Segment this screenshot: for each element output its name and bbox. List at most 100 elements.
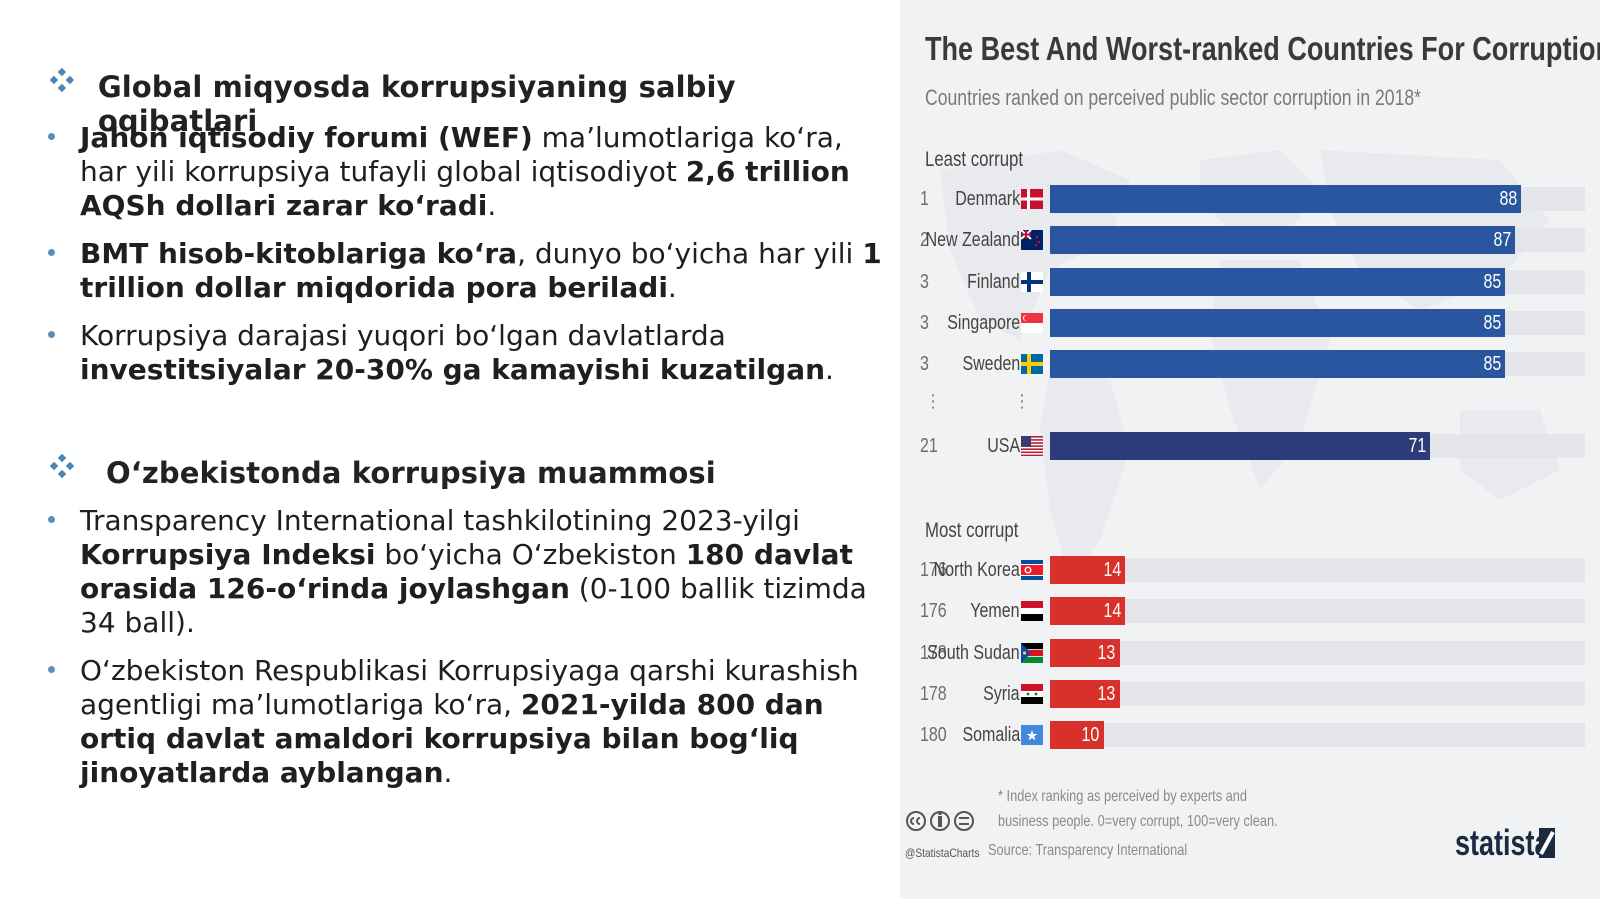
- country-label: North Korea: [933, 559, 1020, 581]
- chart-footnote: * Index ranking as perceived by experts …: [998, 784, 1278, 834]
- flag-somalia-icon: [1021, 725, 1043, 745]
- bullet-item: O‘zbekiston Respublikasi Korrupsiyaga qa…: [48, 654, 898, 790]
- bar-value-label: 10: [1081, 724, 1100, 746]
- bar: [1050, 680, 1120, 708]
- bullet-text: .: [443, 756, 453, 789]
- bar-value-label: 85: [1482, 312, 1501, 334]
- chart-row: 3 Finland 85: [900, 267, 1600, 297]
- bullet-text: (0-100 ballik tizimda 34 ball).: [80, 572, 867, 639]
- bullet-text: , dunyo bo‘yicha har yili: [517, 237, 863, 270]
- chart-subtitle: Countries ranked on perceived public sec…: [925, 85, 1422, 110]
- corruption-chart: The Best And Worst-ranked Countries For …: [900, 0, 1600, 899]
- country-label: USA: [987, 435, 1020, 457]
- rank-label: 3: [920, 353, 929, 375]
- creative-commons-icon: [906, 811, 974, 831]
- bullet-text-bold: Jahon iqtisodiy forumi (WEF): [80, 121, 533, 154]
- group-label-most-corrupt: Most corrupt: [925, 519, 1019, 542]
- bar-value-label: 85: [1482, 353, 1501, 375]
- bullet-text: .: [825, 353, 834, 386]
- bullet-text-bold: 2021-yilda 800 dan ortiq davlat amaldori…: [80, 688, 824, 789]
- statista-handle: @StatistaCharts: [905, 846, 980, 860]
- flag-new-zealand-icon: [1021, 230, 1043, 250]
- bullet-item: BMT hisob-kitoblariga ko‘ra, dunyo bo‘yi…: [48, 237, 898, 305]
- statista-logo: statista: [1455, 822, 1550, 863]
- country-label: Finland: [967, 271, 1020, 293]
- bullet-item: Korrupsiya darajasi yuqori bo‘lgan davla…: [48, 319, 898, 387]
- rank-label: 3: [920, 312, 929, 334]
- country-label: Yemen: [970, 600, 1020, 622]
- rank-label: 178: [920, 642, 947, 664]
- chart-row: 21 USA 71: [900, 431, 1600, 461]
- bar-track: [1050, 682, 1585, 706]
- flag-singapore-icon: [1021, 313, 1043, 333]
- ellipsis-rank-icon: ⋮: [924, 391, 942, 412]
- chart-row: 2 New Zealand 87: [900, 225, 1600, 255]
- country-label: Singapore: [947, 312, 1020, 334]
- flag-syria-icon: [1021, 684, 1043, 704]
- footnote-line: * Index ranking as perceived by experts …: [998, 788, 1248, 805]
- bullet-text: .: [487, 189, 497, 222]
- bullet-dot-icon: [48, 249, 55, 256]
- section-title: O‘zbekistonda korrupsiya muammosi: [106, 456, 716, 490]
- bullet-text-bold: investitsiyalar 20-30% ga kamayishi kuza…: [80, 353, 826, 386]
- bullet-text-bold: 2,6 trillion AQSh dollari zarar ko‘radi: [80, 155, 850, 222]
- flag-sweden-icon: [1021, 354, 1043, 374]
- bar-value-label: 87: [1493, 229, 1512, 251]
- flag-finland-icon: [1021, 272, 1043, 292]
- rank-label: 176: [920, 559, 947, 581]
- bullet-item: Jahon iqtisodiy forumi (WEF) ma’lumotlar…: [48, 121, 898, 223]
- chart-source: Source: Transparency International: [988, 842, 1188, 859]
- group-label-least-corrupt: Least corrupt: [925, 148, 1024, 171]
- chart-row: 3 Singapore 85: [900, 308, 1600, 338]
- bar: [1050, 309, 1505, 337]
- bar-value-label: 13: [1097, 642, 1116, 664]
- bullet-dot-icon: [48, 666, 55, 673]
- bar-track: [1050, 599, 1585, 623]
- rank-label: 2: [920, 229, 929, 251]
- footnote-line: business people. 0=very corrupt, 100=ver…: [998, 813, 1278, 830]
- diamond-bullet-icon: [50, 68, 74, 92]
- bullet-text-bold: BMT hisob-kitoblariga ko‘ra: [80, 237, 518, 270]
- rank-label: 178: [920, 683, 947, 705]
- country-label: South Sudan: [927, 642, 1020, 664]
- slide-text-panel: Global miqyosda korrupsiyaning salbiy oq…: [48, 68, 898, 804]
- flag-yemen-icon: [1021, 601, 1043, 621]
- bar-value-label: 88: [1499, 188, 1517, 210]
- bullet-item: Transparency International tashkilotinin…: [48, 504, 898, 640]
- flag-south-sudan-icon: [1021, 643, 1043, 663]
- chart-row: 3 Sweden 85: [900, 349, 1600, 379]
- country-label: New Zealand: [925, 229, 1020, 251]
- flag-denmark-icon: [1021, 189, 1043, 209]
- bullet-text: ma’lumotlariga ko‘ra, har yili korrupsiy…: [80, 121, 843, 188]
- rank-label: 1: [920, 188, 929, 210]
- chart-row: 178 Syria 13: [900, 679, 1600, 709]
- bullet-list-uzbekistan: Transparency International tashkilotinin…: [48, 504, 898, 804]
- bullet-dot-icon: [48, 331, 55, 338]
- bar-value-label: 14: [1103, 600, 1121, 622]
- bar-track: [1050, 723, 1585, 747]
- rank-label: 3: [920, 271, 929, 293]
- bar: [1050, 639, 1120, 667]
- section-title: Global miqyosda korrupsiyaning salbiy oq…: [97, 70, 736, 138]
- bullet-dot-icon: [48, 133, 55, 140]
- bullet-dot-icon: [48, 516, 55, 523]
- bar: [1050, 226, 1516, 254]
- bar-value-label: 13: [1097, 683, 1116, 705]
- bar: [1050, 556, 1125, 584]
- bullet-text: O‘zbekiston Respublikasi Korrupsiyaga qa…: [80, 654, 859, 721]
- chart-row: 178 South Sudan 13: [900, 638, 1600, 668]
- bar: [1050, 268, 1505, 296]
- country-label: Somalia: [962, 724, 1020, 746]
- chart-row: 1 Denmark 88: [900, 184, 1600, 214]
- bullet-text-bold: 180 davlat orasida 126-o‘rinda joylashga…: [80, 538, 853, 605]
- chart-row: 180 Somalia 10: [900, 720, 1600, 750]
- ellipsis-country-icon: ⋮: [1013, 391, 1031, 412]
- bullet-text-bold: Korrupsiya Indeksi: [80, 538, 376, 571]
- rank-label: 21: [920, 435, 938, 457]
- bullet-text: Transparency International tashkilotinin…: [80, 504, 800, 537]
- bullet-text: Korrupsiya darajasi yuqori bo‘lgan davla…: [80, 319, 726, 352]
- chart-row: 176 North Korea 14: [900, 555, 1600, 585]
- bar: [1050, 721, 1104, 749]
- bullet-text: .: [667, 271, 677, 304]
- bar-value-label: 71: [1408, 435, 1426, 457]
